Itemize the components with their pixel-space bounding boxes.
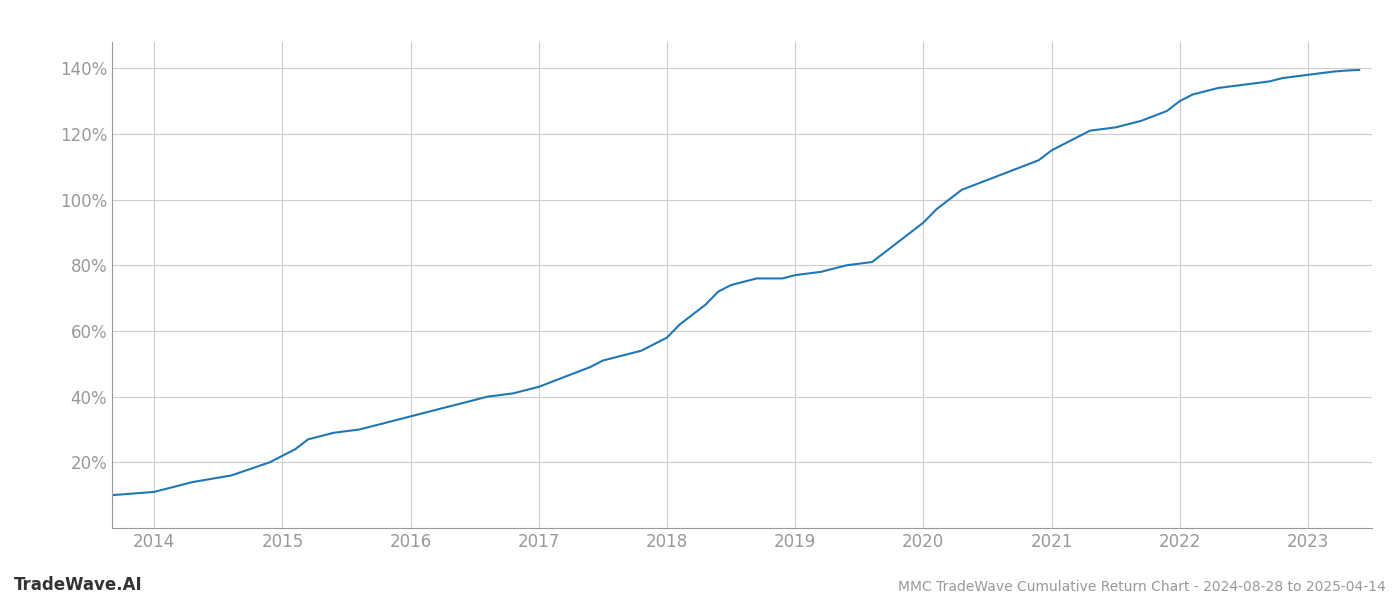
Text: MMC TradeWave Cumulative Return Chart - 2024-08-28 to 2025-04-14: MMC TradeWave Cumulative Return Chart - … <box>899 580 1386 594</box>
Text: TradeWave.AI: TradeWave.AI <box>14 576 143 594</box>
